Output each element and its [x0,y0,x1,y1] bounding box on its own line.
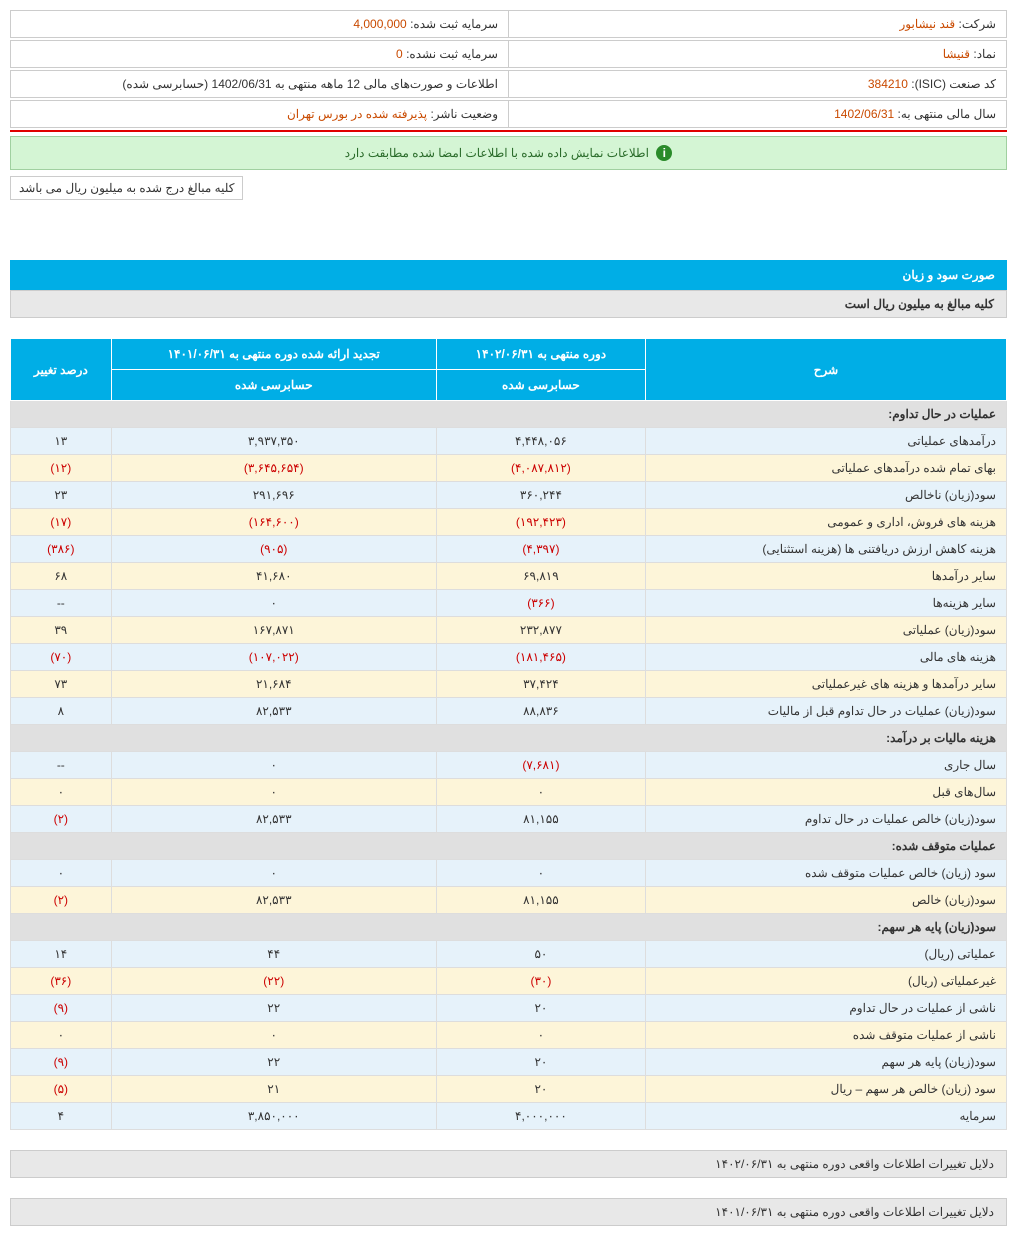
th-period2: تجدید ارائه شده دوره منتهی به ۱۴۰۱/۰۶/۳۱ [111,339,436,370]
income-statement-table: شرح دوره منتهی به ۱۴۰۲/۰۶/۳۱ تجدید ارائه… [10,338,1007,1130]
section-subtitle: کلیه مبالغ به میلیون ریال است [10,290,1007,318]
divider [10,130,1007,132]
th-period1: دوره منتهی به ۱۴۰۲/۰۶/۳۱ [436,339,645,370]
th-change: درصد تغییر [11,339,112,401]
banner-text: اطلاعات نمایش داده شده با اطلاعات امضا ش… [345,146,649,160]
header-area: شرکت: قند نیشابورسرمایه ثبت شده: 4,000,0… [10,10,1007,128]
section-title: صورت سود و زیان [10,260,1007,290]
footers: دلایل تغییرات اطلاعات واقعی دوره منتهی ب… [10,1150,1007,1226]
th-desc: شرح [645,339,1006,401]
th-audited-2: حسابرسی شده [111,370,436,401]
info-banner: i اطلاعات نمایش داده شده با اطلاعات امضا… [10,136,1007,170]
table-body: عملیات در حال تداوم:درآمدهای عملیاتی۴,۴۴… [11,401,1007,1130]
info-icon: i [656,145,672,161]
th-audited-1: حسابرسی شده [436,370,645,401]
unit-note: کلیه مبالغ درج شده به میلیون ریال می باش… [10,176,243,200]
